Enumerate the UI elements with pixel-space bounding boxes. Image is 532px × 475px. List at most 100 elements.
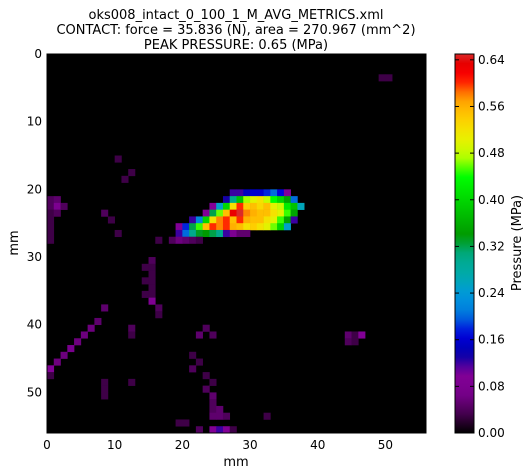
heatmap-cell: [270, 223, 278, 231]
heatmap-cells: [47, 74, 393, 434]
heatmap-cell: [243, 196, 251, 204]
heatmap-cell: [74, 338, 82, 346]
heatmap-cell: [222, 196, 231, 204]
colorbar-tick-label: 0.32: [478, 239, 505, 253]
heatmap-cell: [148, 297, 156, 305]
heatmap-cell: [290, 209, 298, 217]
heatmap-cell: [148, 277, 156, 285]
heatmap-cell: [202, 229, 210, 238]
heatmap-cell: [216, 223, 224, 231]
heatmap-cell: [148, 257, 156, 265]
heatmap-cell: [175, 419, 183, 427]
heatmap-cell: [243, 189, 251, 197]
heatmap-cell: [243, 209, 251, 217]
heatmap-cell: [128, 331, 136, 339]
heatmap-cell: [47, 236, 55, 244]
heatmap-cell: [263, 196, 271, 204]
heatmap-cell: [175, 223, 183, 231]
heatmap-cell: [236, 229, 244, 238]
chart-title-line-1: oks008_intact_0_100_1_M_AVG_METRICS.xml: [89, 8, 384, 23]
heatmap-cell: [189, 365, 197, 373]
heatmap-cell: [209, 331, 217, 339]
heatmap-cell: [385, 74, 393, 82]
heatmap-cell: [182, 223, 190, 231]
heatmap-cell: [53, 196, 61, 204]
heatmap-cell: [270, 209, 278, 217]
heatmap-cell: [195, 358, 203, 366]
heatmap-cell: [222, 426, 231, 434]
heatmap-cell: [216, 209, 224, 217]
heatmap-cell: [101, 392, 109, 400]
heatmap-cell: [277, 216, 285, 224]
heatmap-cell: [209, 412, 217, 420]
heatmap-cell: [358, 331, 366, 339]
heatmap-cell: [209, 202, 217, 210]
heatmap-cell: [47, 372, 55, 380]
heatmap-cell: [256, 209, 264, 217]
y-tick-label: 10: [27, 115, 42, 129]
y-tick-label: 40: [27, 318, 42, 332]
x-tick-label: 30: [242, 438, 257, 452]
heatmap-cell: [189, 236, 197, 244]
heatmap-cell: [53, 358, 61, 366]
heatmap-cell: [229, 229, 237, 238]
heatmap-cell: [277, 189, 285, 197]
heatmap-cell: [47, 365, 55, 373]
heatmap-cell: [155, 304, 163, 312]
heatmap-cell: [209, 405, 217, 413]
heatmap-cell: [290, 216, 298, 224]
heatmap-cell: [101, 378, 109, 386]
heatmap-cell: [351, 331, 359, 339]
heatmap-cell: [236, 216, 244, 224]
heatmap-cell: [277, 223, 285, 231]
heatmap-cell: [148, 290, 156, 298]
heatmap-cell: [351, 338, 359, 346]
heatmap-cell: [222, 412, 231, 420]
heatmap-cell: [175, 236, 183, 244]
heatmap-cell: [155, 311, 163, 319]
heatmap-cell: [256, 196, 264, 204]
plot-frame: [46, 53, 427, 434]
heatmap-cell: [209, 426, 217, 434]
heatmap-cell: [209, 223, 217, 231]
heatmap-cell: [216, 412, 224, 420]
heatmap-cell: [47, 202, 55, 210]
heatmap-cell: [101, 385, 109, 393]
heatmap-cell: [270, 196, 278, 204]
heatmap-cell: [202, 372, 210, 380]
heatmap-cell: [168, 236, 176, 244]
heatmap-cell: [283, 202, 291, 210]
heatmap-cell: [216, 229, 224, 238]
heatmap-cell: [107, 216, 115, 224]
heatmap-cell: [270, 202, 278, 210]
heatmap-cell: [250, 223, 258, 231]
heatmap-cell: [101, 304, 109, 312]
y-tick-label: 50: [27, 385, 42, 399]
heatmap-cell: [243, 229, 251, 238]
heatmap-cell: [202, 209, 210, 217]
heatmap-cell: [229, 202, 237, 210]
heatmap-cell: [94, 317, 102, 326]
heatmap-cell: [189, 351, 197, 359]
heatmap-cell: [189, 216, 197, 224]
y-axis-ticks: 0 10 20 30 40 50: [27, 47, 426, 399]
x-axis-ticks: 0 10 20 30 40 50: [43, 54, 393, 452]
x-tick-label: 50: [378, 438, 393, 452]
heatmap-cell: [155, 236, 163, 244]
heatmap-cell: [243, 216, 251, 224]
y-tick-label: 20: [27, 182, 42, 196]
heatmap-cell: [222, 223, 231, 231]
heatmap-cell: [229, 196, 237, 204]
heatmap-cell: [229, 209, 237, 217]
heatmap-cell: [128, 169, 136, 177]
heatmap-cell: [148, 284, 156, 292]
colorbar-tick-label: 0.56: [478, 99, 505, 113]
heatmap-cell: [202, 216, 210, 224]
heatmap-cell: [121, 175, 129, 183]
heatmap-cell: [175, 229, 183, 238]
colorbar-ticks: 0.00 0.08 0.16 0.24 0.32 0.40 0.48 0.56 0.64: [455, 53, 505, 440]
heatmap-cell: [47, 196, 55, 204]
heatmap-cell: [216, 426, 224, 434]
x-tick-label: 0: [43, 438, 51, 452]
heatmap-cell: [263, 223, 271, 231]
